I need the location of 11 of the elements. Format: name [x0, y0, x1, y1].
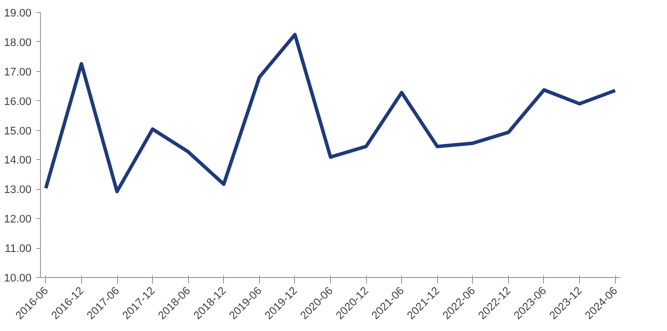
y-tick-label: 14.00	[4, 154, 32, 167]
y-tick-label: 15.00	[4, 125, 32, 138]
y-tick-label: 16.00	[4, 96, 32, 108]
y-tick-label: 10.00	[4, 272, 32, 284]
y-tick-label: 18.00	[4, 36, 32, 49]
line-series	[44, 32, 617, 194]
y-tick-label: 11.00	[4, 243, 32, 256]
y-tick-label: 12.00	[4, 214, 32, 226]
y-tick-label: 17.00	[4, 66, 32, 78]
y-tick-label: 13.00	[4, 184, 32, 196]
y-tick-label: 19.00	[4, 8, 32, 20]
